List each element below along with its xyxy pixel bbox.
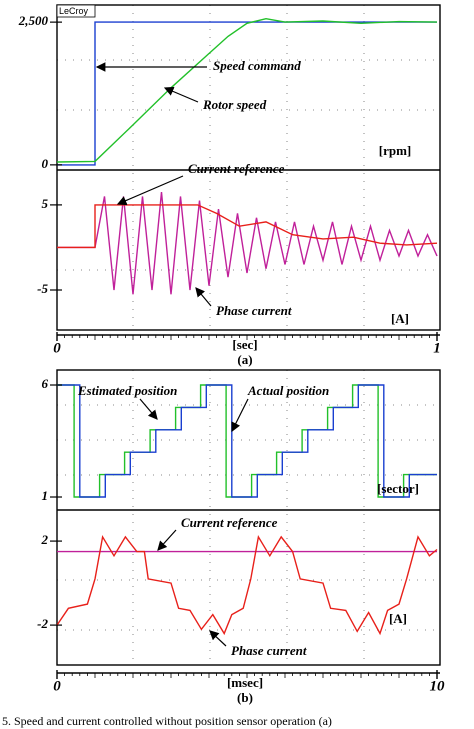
annotation-arrow	[116, 175, 184, 206]
annotation: Actual position	[247, 383, 329, 398]
trace	[56, 17, 438, 163]
x-tick-label: 1	[433, 340, 441, 356]
panel-b-frame	[56, 369, 441, 666]
annotation: Speed command	[213, 58, 301, 73]
x-label: [sec]	[232, 337, 257, 352]
annotation: Phase current	[216, 303, 292, 318]
y-tick-label: 5	[42, 196, 49, 211]
y-tick-label: 2	[41, 532, 49, 547]
x-tick-label: 10	[430, 678, 446, 694]
trace	[57, 204, 438, 249]
unit-label: [sector]	[377, 481, 419, 496]
y-tick-label: 0	[42, 156, 49, 171]
x-label: [msec]	[227, 675, 263, 690]
trace	[57, 21, 437, 166]
annotation-arrow	[209, 630, 227, 647]
unit-label: [A]	[389, 611, 407, 626]
annotation-arrow	[195, 287, 212, 307]
panel-a-frame	[56, 4, 441, 331]
y-tick-label: 6	[42, 376, 49, 391]
unit-label: [A]	[391, 311, 409, 326]
x-tick-label: 0	[53, 678, 61, 694]
annotation: Phase current	[231, 643, 307, 658]
trace	[57, 192, 438, 295]
annotation-arrow	[157, 529, 177, 551]
y-tick-label: 2,500	[18, 13, 49, 28]
y-tick-label: -5	[37, 281, 48, 296]
caption: 5. Speed and current controlled without …	[2, 714, 332, 728]
annotation-arrow	[163, 86, 199, 103]
trace	[56, 534, 438, 636]
annotation: Current reference	[181, 515, 278, 530]
annotation-arrow	[231, 398, 249, 433]
y-tick-label: -2	[37, 616, 48, 631]
unit-label: [rpm]	[379, 143, 412, 158]
annotation-arrow	[139, 398, 158, 420]
trace	[57, 384, 437, 498]
x-tick-label: 0	[53, 340, 61, 356]
annotation: Estimated position	[77, 383, 177, 398]
panel-label: (a)	[237, 352, 252, 367]
brand: LeCroy	[59, 6, 89, 16]
y-tick-label: 1	[42, 488, 49, 503]
panel-label: (b)	[237, 690, 253, 705]
annotation: Rotor speed	[202, 97, 267, 112]
brand-box	[56, 4, 96, 18]
annotation: Current reference	[188, 161, 285, 176]
